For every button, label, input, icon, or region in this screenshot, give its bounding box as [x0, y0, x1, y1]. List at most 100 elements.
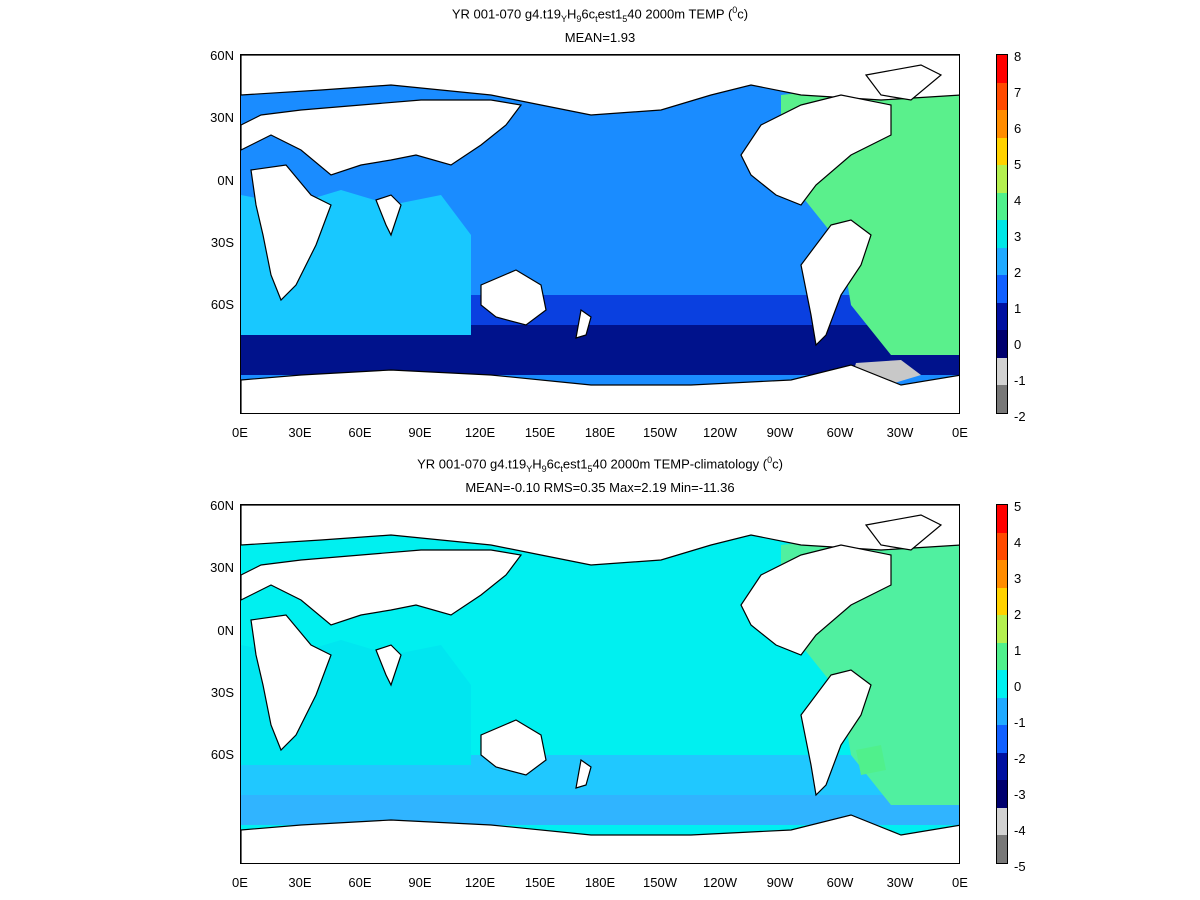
colorbar-segment	[997, 835, 1007, 864]
colorbar-segment	[997, 220, 1007, 249]
panel1-arctic	[241, 55, 959, 116]
panel2-ytick-30n: 30N	[210, 560, 234, 575]
panel2-xtick-90w: 90W	[766, 875, 794, 890]
colorbar-segment	[997, 587, 1007, 616]
panel2-cb-label: -1	[1014, 715, 1026, 730]
colorbar-segment	[997, 752, 1007, 781]
panel1-eurasia	[241, 99, 523, 176]
colorbar-segment	[997, 302, 1007, 331]
colorbar-segment	[997, 247, 1007, 276]
colorbar-segment	[997, 670, 1007, 699]
panel1-india	[375, 194, 402, 237]
colorbar-segment	[997, 110, 1007, 139]
colorbar-segment	[997, 82, 1007, 111]
panel1-xtick-150w: 150W	[643, 425, 677, 440]
panel2-xtick-30e: 30E	[288, 875, 312, 890]
panel1-south-america	[800, 219, 872, 347]
panel2-australia	[480, 719, 547, 776]
panel1-new-zealand	[575, 308, 592, 339]
panel2-cb-label: -5	[1014, 859, 1026, 874]
panel2-cb-label: 4	[1014, 535, 1022, 550]
panel1-map	[240, 54, 960, 414]
colorbar-segment	[997, 275, 1007, 304]
panel1-ytick-0n: 0N	[217, 173, 234, 188]
panel2-india	[375, 644, 402, 687]
panel2-xtick-120e: 120E	[464, 875, 496, 890]
panel2-xtick-180e: 180E	[584, 875, 616, 890]
panel2-xtick-60e: 60E	[348, 875, 372, 890]
panel2-ytick-30s: 30S	[210, 685, 234, 700]
colorbar-segment	[997, 357, 1007, 386]
panel2-eurasia	[241, 549, 523, 626]
colorbar-segment	[997, 192, 1007, 221]
panel2-xtick-120w: 120W	[703, 875, 737, 890]
panel2-ytick-0n: 0N	[217, 623, 234, 638]
panel2-cb-label: 2	[1014, 607, 1022, 622]
colorbar-segment	[997, 137, 1007, 166]
panel2-cb-label: 1	[1014, 643, 1022, 658]
panel1-ytick-30s: 30S	[210, 235, 234, 250]
panel1-stats: MEAN=1.93	[564, 30, 636, 45]
colorbar-segment	[997, 330, 1007, 359]
panel2-new-zealand	[575, 758, 592, 789]
panel2-ytick-60n: 60N	[210, 498, 234, 513]
panel1-north-america	[740, 94, 892, 206]
panel1-ytick-60s: 60S	[210, 297, 234, 312]
panel2-north-america	[740, 544, 892, 656]
panel2-colorbar	[996, 504, 1008, 864]
panel1-xtick-30e: 30E	[288, 425, 312, 440]
panel1-xtick-180e: 180E	[584, 425, 616, 440]
colorbar-segment	[997, 385, 1007, 414]
panel1-cb-label: 3	[1014, 229, 1022, 244]
panel2-xtick-30w: 30W	[886, 875, 914, 890]
panel1-xtick-90w: 90W	[766, 425, 794, 440]
panel1-greenland	[864, 64, 943, 101]
panel1-cb-label: 5	[1014, 157, 1022, 172]
panel2-xtick-150e: 150E	[524, 875, 556, 890]
panel1-cb-label: 7	[1014, 85, 1022, 100]
panel1-xtick-60e: 60E	[348, 425, 372, 440]
panel2-south-america	[800, 669, 872, 797]
panel1-africa	[250, 164, 332, 302]
panel1-cb-label: 8	[1014, 49, 1022, 64]
panel2-cb-label: 5	[1014, 499, 1022, 514]
colorbar-segment	[997, 807, 1007, 836]
panel1-cb-label: 1	[1014, 301, 1022, 316]
panel2-xtick-60w: 60W	[826, 875, 854, 890]
panel1-xtick-30w: 30W	[886, 425, 914, 440]
panel2-cb-label: -2	[1014, 751, 1026, 766]
panel1-cb-label: 4	[1014, 193, 1022, 208]
panel1-cb-label: -1	[1014, 373, 1026, 388]
panel1-land	[241, 55, 959, 413]
panel1-xtick-150e: 150E	[524, 425, 556, 440]
panel1-antarctica	[241, 364, 959, 413]
panel1-xtick-90e: 90E	[408, 425, 432, 440]
panel2-cb-label: -3	[1014, 787, 1026, 802]
panel2-cb-label: -4	[1014, 823, 1026, 838]
panel2-brazil-anomaly	[856, 745, 886, 775]
panel1-xtick-120e: 120E	[464, 425, 496, 440]
panel2-map	[240, 504, 960, 864]
panel2-xtick-0e: 0E	[232, 875, 248, 890]
panel2-title: YR 001-070 g4.t19YH96ctest1540 2000m TEM…	[417, 455, 783, 474]
panel2-antarctica	[241, 814, 959, 863]
panel2-xtick-90e: 90E	[408, 875, 432, 890]
colorbar-segment	[997, 165, 1007, 194]
panel1-xtick-60w: 60W	[826, 425, 854, 440]
panel1-colorbar	[996, 54, 1008, 414]
panel1-cb-label: -2	[1014, 409, 1026, 424]
colorbar-segment	[997, 615, 1007, 644]
colorbar-segment	[997, 725, 1007, 754]
panel2-xtick-0e-end: 0E	[952, 875, 968, 890]
panel1-ytick-30n: 30N	[210, 110, 234, 125]
panel2-cb-label: 0	[1014, 679, 1022, 694]
panel1-xtick-0e-end: 0E	[952, 425, 968, 440]
panel2-xtick-150w: 150W	[643, 875, 677, 890]
colorbar-segment	[997, 560, 1007, 589]
panel1-cb-label: 6	[1014, 121, 1022, 136]
colorbar-segment	[997, 780, 1007, 809]
panel2-arctic	[241, 505, 959, 566]
colorbar-segment	[997, 505, 1007, 534]
colorbar-segment	[997, 642, 1007, 671]
panel2-cb-label: 3	[1014, 571, 1022, 586]
